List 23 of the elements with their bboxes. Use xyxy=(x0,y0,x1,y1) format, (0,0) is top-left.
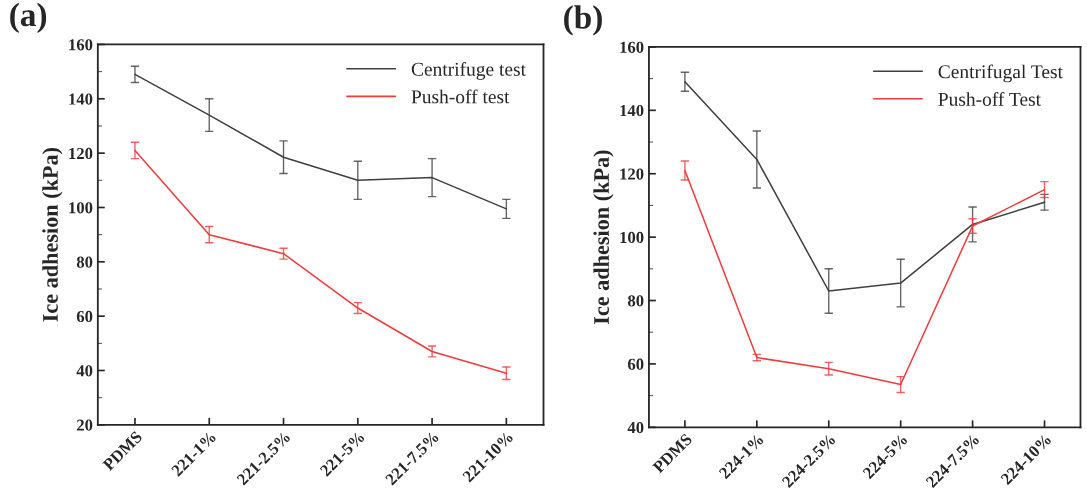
y-tick-label: 100 xyxy=(69,202,93,214)
y-tick-label: 140 xyxy=(620,105,644,117)
y-tick-label: 120 xyxy=(69,147,93,160)
y-tick-label: 80 xyxy=(76,256,93,268)
y-tick-label: 60 xyxy=(627,358,644,370)
legend-label: Centrifuge test xyxy=(411,61,526,80)
y-tick-label: 40 xyxy=(627,422,644,434)
y-tick-label: 120 xyxy=(620,168,644,180)
chart-title: (a) xyxy=(10,2,47,34)
y-tick-label: 160 xyxy=(620,41,644,53)
chart-title: (b) xyxy=(564,5,602,36)
y-tick-label: 60 xyxy=(76,310,93,323)
y-axis-title: Ice adhesion (kPa) xyxy=(42,147,63,322)
y-tick-label: 140 xyxy=(69,93,93,105)
y-tick-label: 100 xyxy=(620,231,644,244)
y-tick-label: 40 xyxy=(76,365,93,377)
y-tick-label: 160 xyxy=(69,39,93,51)
legend-label: Push-off test xyxy=(411,89,510,104)
legend-label: Push-off Test xyxy=(938,91,1041,106)
y-tick-label: 20 xyxy=(77,419,93,431)
legend-label: Centrifugal Test xyxy=(938,64,1063,83)
y-tick-label: 80 xyxy=(627,295,644,307)
y-axis-title: Ice adhesion (kPa) xyxy=(593,150,614,325)
